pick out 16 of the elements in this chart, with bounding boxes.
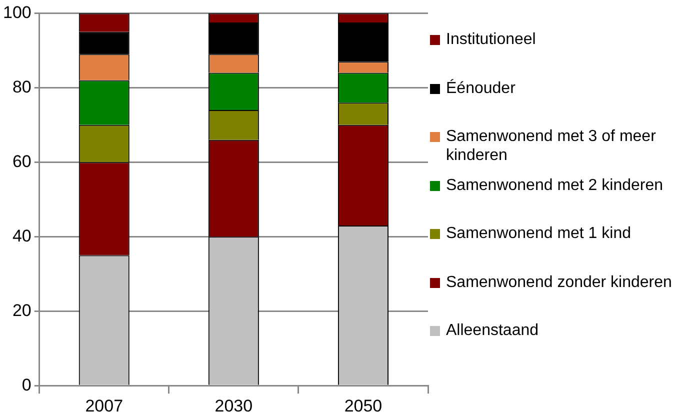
y-tick-label: 0 bbox=[22, 375, 32, 394]
legend-label: Samenwonend zonder kinderen bbox=[446, 272, 672, 292]
y-tick-label: 60 bbox=[12, 152, 32, 171]
y-tick-label: 100 bbox=[2, 2, 32, 22]
legend-label: Samenwonend met 1 kind bbox=[446, 224, 631, 243]
legend-label: Éénouder bbox=[446, 78, 516, 98]
x-tick-label: 2030 bbox=[214, 396, 253, 416]
legend-label: Samenwonend met 3 of meer kinderen bbox=[446, 127, 657, 165]
y-tick-label: 20 bbox=[12, 300, 32, 320]
y-tick-label: 40 bbox=[12, 226, 32, 246]
legend-label: Samenwonend met 2 kinderen bbox=[446, 176, 664, 194]
legend-label: Alleenstaand bbox=[446, 321, 539, 340]
x-tick-label: 2007 bbox=[85, 396, 124, 416]
legend-label: Institutioneel bbox=[446, 30, 536, 49]
y-tick-label: 80 bbox=[12, 77, 32, 96]
x-tick-label: 2050 bbox=[344, 396, 382, 416]
